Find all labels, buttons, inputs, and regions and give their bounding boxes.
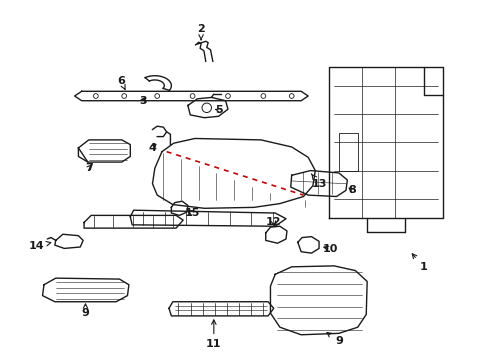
Polygon shape (55, 234, 83, 248)
Polygon shape (130, 210, 285, 226)
Polygon shape (329, 67, 442, 218)
Text: 2: 2 (197, 24, 204, 40)
Polygon shape (152, 139, 315, 208)
Text: 14: 14 (29, 241, 51, 251)
Text: 8: 8 (347, 185, 355, 195)
Polygon shape (78, 140, 130, 162)
Text: 13: 13 (311, 174, 326, 189)
Text: 9: 9 (81, 304, 89, 318)
Polygon shape (75, 91, 307, 101)
Text: 5: 5 (214, 105, 222, 115)
Text: 6: 6 (117, 76, 125, 89)
Text: 7: 7 (85, 163, 92, 173)
Polygon shape (187, 98, 227, 118)
Polygon shape (171, 201, 187, 215)
Text: 1: 1 (411, 254, 427, 272)
Text: 9: 9 (326, 333, 342, 346)
Polygon shape (270, 266, 366, 335)
Polygon shape (42, 278, 129, 302)
Text: 10: 10 (322, 244, 337, 254)
Text: 15: 15 (184, 208, 200, 218)
Polygon shape (169, 302, 273, 316)
Text: 11: 11 (205, 320, 221, 349)
Polygon shape (84, 215, 183, 228)
Text: 12: 12 (265, 217, 281, 228)
Text: 4: 4 (148, 143, 156, 153)
Polygon shape (297, 237, 318, 253)
Polygon shape (265, 226, 286, 243)
Text: 3: 3 (139, 96, 146, 106)
Polygon shape (290, 171, 346, 197)
